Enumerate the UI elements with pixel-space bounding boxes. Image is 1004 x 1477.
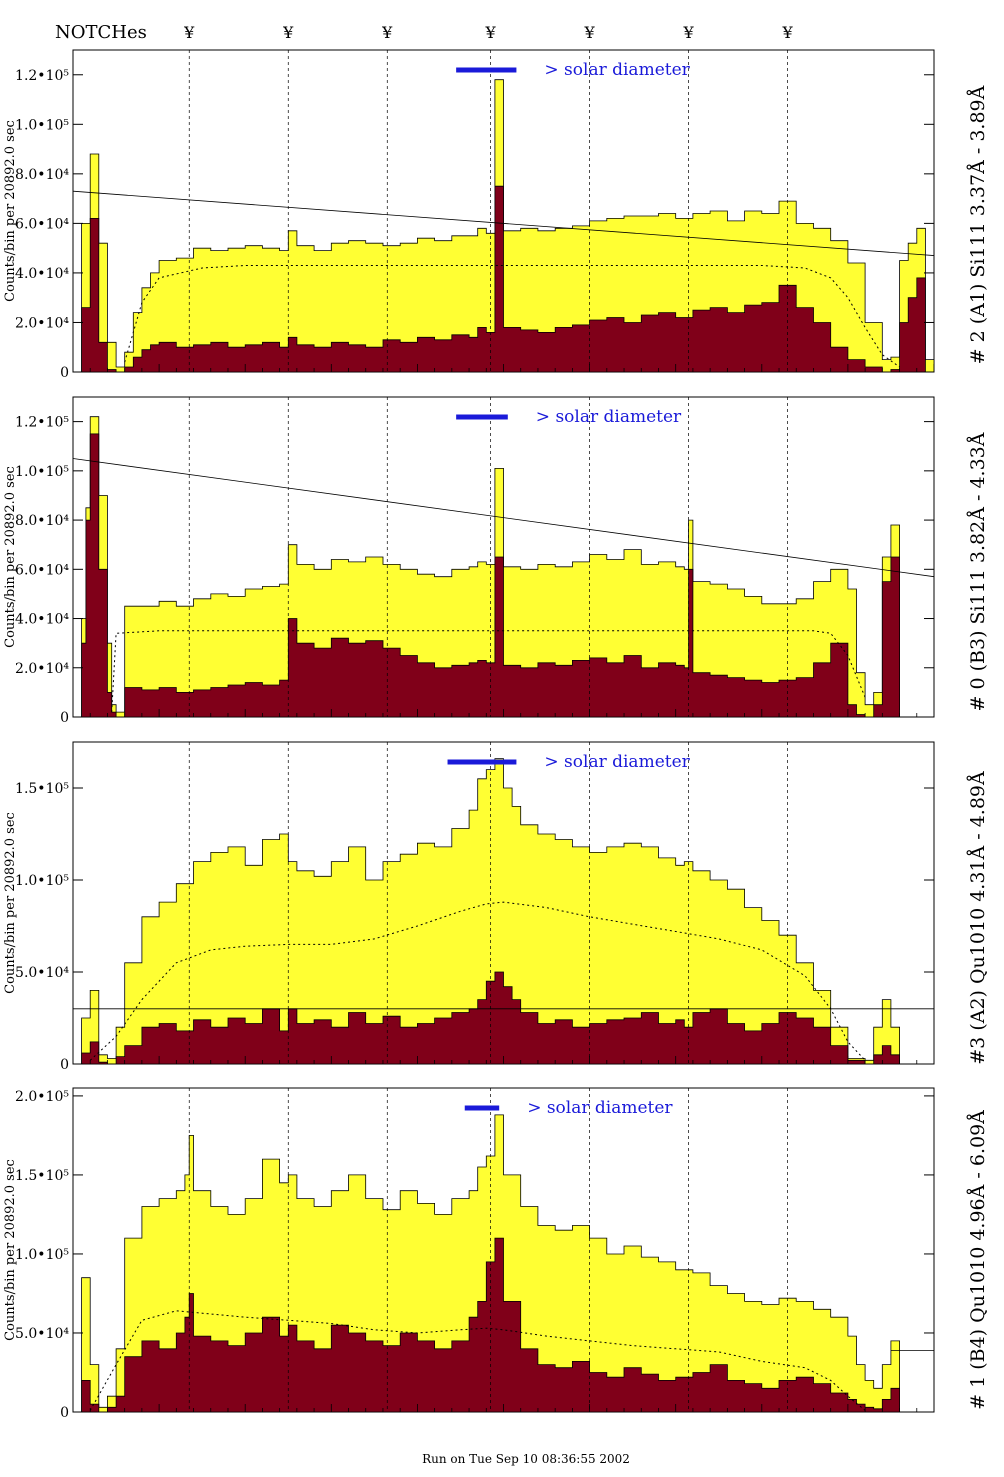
notch-markers: ¥ ¥ ¥ ¥ ¥ ¥ ¥ xyxy=(183,23,793,42)
maroon-histogram xyxy=(73,971,900,1065)
panel-4: 0 5.0•10⁴ 1.0•10⁵ 1.5•10⁵ 2.0•10⁵ Counts/bin … xyxy=(3,1087,989,1421)
notch-marker-4: ¥ xyxy=(484,23,496,42)
y-tick-label: 2.0•10⁵ xyxy=(15,1089,69,1105)
y-axis-label: Counts/bin per 20892.0 sec xyxy=(3,120,18,302)
y-axis-label: Counts/bin per 20892.0 sec xyxy=(3,1159,18,1341)
y-tick-label: 4.0•10⁴ xyxy=(15,612,69,628)
y-tick-label: 0 xyxy=(60,1057,69,1073)
maroon-histogram xyxy=(73,433,900,718)
y-tick-label: 1.0•10⁵ xyxy=(15,1247,69,1263)
solar-diameter-annotation: > solar diameter xyxy=(544,60,690,80)
y-tick-label: 0 xyxy=(60,1405,69,1421)
notch-marker-6: ¥ xyxy=(683,23,695,42)
y-tick-label: 1.0•10⁵ xyxy=(15,464,69,480)
y-tick-label: 1.5•10⁵ xyxy=(15,781,69,797)
y-tick-label: 4.0•10⁴ xyxy=(15,266,69,282)
y-tick-label: 8.0•10⁴ xyxy=(15,513,69,529)
y-axis-label: Counts/bin per 20892.0 sec xyxy=(3,812,18,994)
panel-3: 0 5.0•10⁴ 1.0•10⁵ 1.5•10⁵ Counts/bin per 208… xyxy=(3,741,989,1073)
solar-diameter-annotation: > solar diameter xyxy=(527,1098,673,1118)
solar-diameter-annotation: > solar diameter xyxy=(536,407,682,427)
model-curve-dotted xyxy=(89,1310,866,1411)
notch-header-label: NOTCHes xyxy=(55,22,147,43)
panel-label: # 1 (B4) Qu1010 4.96Å - 6.09Å xyxy=(967,1110,989,1410)
solar-diameter-annotation: > solar diameter xyxy=(544,752,690,772)
panel-label: # 0 (B3) Si111 3.82Å - 4.33Å xyxy=(967,432,989,711)
notch-marker-5: ¥ xyxy=(584,23,596,42)
notch-marker-3: ¥ xyxy=(381,23,393,42)
maroon-histogram xyxy=(73,1237,900,1413)
y-tick-label: 0 xyxy=(60,365,69,381)
notch-marker-2: ¥ xyxy=(282,23,294,42)
model-curve-dotted xyxy=(111,630,866,713)
trend-line xyxy=(72,190,935,256)
y-tick-label: 5.0•10⁴ xyxy=(15,965,69,981)
panel-label: #3 (A2) Qu1010 4.31Å - 4.89Å xyxy=(967,771,989,1065)
y-tick-label: 2.0•10⁴ xyxy=(15,661,69,677)
panel-label: # 2 (A1) Si111 3.37Å - 3.89Å xyxy=(967,85,989,364)
run-timestamp: Run on Tue Sep 10 08:36:55 2002 xyxy=(422,1452,630,1466)
y-tick-label: 1.5•10⁵ xyxy=(15,1168,69,1184)
y-tick-label: 6.0•10⁴ xyxy=(15,562,69,578)
y-tick-label: 1.0•10⁵ xyxy=(15,117,69,133)
model-curve-dotted xyxy=(89,901,866,1061)
panel-2: 0 2.0•10⁴ 4.0•10⁴ 6.0•10⁴ 8.0•10⁴ 1.0•10⁵ 1.2•… xyxy=(3,396,989,726)
model-curve-dotted xyxy=(124,265,900,368)
yellow-histogram xyxy=(73,758,900,1065)
y-tick-label: 2.0•10⁴ xyxy=(15,315,69,331)
maroon-histogram xyxy=(73,185,934,373)
y-tick-label: 0 xyxy=(60,710,69,726)
y-tick-label: 6.0•10⁴ xyxy=(15,216,69,232)
y-tick-label: 5.0•10⁴ xyxy=(15,1326,69,1342)
y-tick-label: 1.0•10⁵ xyxy=(15,873,69,889)
y-axis-label: Counts/bin per 20892.0 sec xyxy=(3,466,18,648)
y-tick-label: 8.0•10⁴ xyxy=(15,167,69,183)
notch-marker-7: ¥ xyxy=(782,23,794,42)
panel-1: 0 2.0•10⁴ 4.0•10⁴ 6.0•10⁴ 8.0•10⁴ 1.0•10⁵ 1.2•… xyxy=(3,49,989,381)
y-tick-label: 1.2•10⁵ xyxy=(15,68,69,84)
notch-marker-1: ¥ xyxy=(183,23,195,42)
y-tick-label: 1.2•10⁵ xyxy=(15,415,69,431)
trend-line xyxy=(72,458,935,578)
